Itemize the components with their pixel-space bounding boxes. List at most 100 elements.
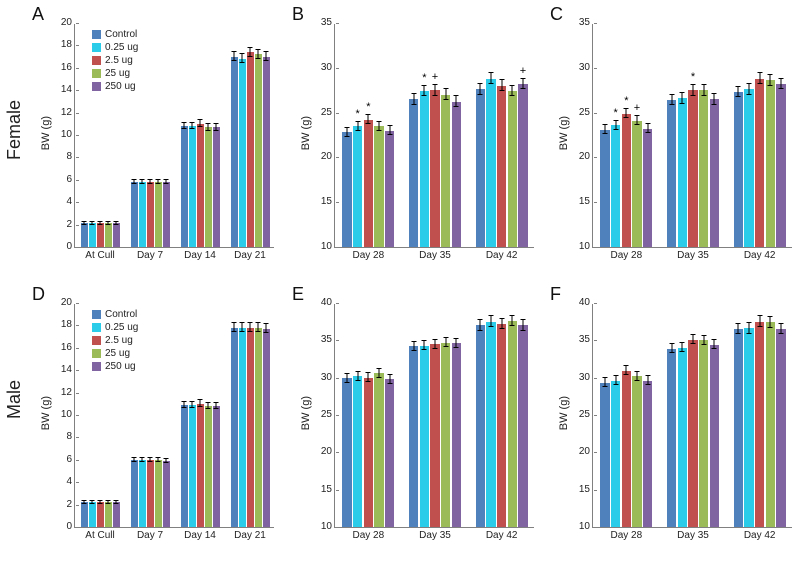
error-cap — [510, 315, 515, 316]
error-cap — [98, 503, 103, 504]
error-cap — [190, 128, 195, 129]
legend-label: 250 ug — [105, 81, 136, 92]
error-cap — [433, 95, 438, 96]
error-cap — [478, 319, 483, 320]
bar — [131, 182, 138, 247]
y-axis-label: BW (g) — [40, 116, 52, 150]
error-cap — [248, 331, 253, 332]
error-cap — [214, 123, 219, 124]
bar — [205, 406, 212, 527]
legend-label: Control — [105, 309, 137, 320]
bar — [744, 89, 753, 247]
error-cap — [701, 95, 706, 96]
error-cap — [148, 183, 153, 184]
error-cap — [635, 380, 640, 381]
error-cap — [156, 183, 161, 184]
x-tick: At Cull — [85, 527, 114, 541]
error-cap — [701, 335, 706, 336]
y-tick: 20 — [61, 18, 75, 28]
legend-item: 0.25 ug — [92, 41, 138, 54]
legend-label: 25 ug — [105, 68, 130, 79]
legend-item: 25 ug — [92, 67, 138, 80]
y-tick: 10 — [579, 522, 593, 532]
bar — [710, 345, 719, 527]
error-cap — [132, 461, 137, 462]
panel-b: B101520253035Day 28Day 35Day 42***++BW (… — [290, 6, 540, 276]
error-cap — [366, 114, 371, 115]
y-tick: 20 — [61, 298, 75, 308]
error-cap — [779, 333, 784, 334]
error-cap — [355, 380, 360, 381]
bar — [374, 373, 383, 527]
error-cap — [256, 49, 261, 50]
error-cap — [521, 88, 526, 89]
error-cap — [747, 322, 752, 323]
bar — [699, 90, 708, 247]
plot-area: 101520253035Day 28Day 35Day 42***++ — [334, 24, 534, 248]
y-tick: 20 — [579, 447, 593, 457]
bar — [678, 348, 687, 527]
y-tick: 18 — [61, 320, 75, 330]
x-tick: Day 42 — [744, 527, 776, 541]
plot-area: 10152025303540Day 28Day 35Day 42 — [592, 304, 792, 528]
bar — [113, 502, 120, 527]
legend-swatch — [92, 56, 101, 65]
error-cap — [411, 93, 416, 94]
significance-marker: * — [356, 109, 360, 120]
bar — [255, 328, 262, 527]
error-cap — [669, 94, 674, 95]
y-tick: 4 — [66, 197, 75, 207]
bar — [263, 57, 270, 247]
y-axis-label: BW (g) — [40, 396, 52, 430]
y-tick: 14 — [61, 365, 75, 375]
legend-label: 2.5 ug — [105, 55, 133, 66]
x-tick: Day 35 — [677, 527, 709, 541]
error-cap — [345, 127, 350, 128]
error-cap — [691, 95, 696, 96]
error-cap — [164, 183, 169, 184]
error-cap — [521, 78, 526, 79]
bar — [430, 344, 439, 527]
error-cap — [377, 377, 382, 378]
bar — [600, 383, 609, 527]
error-cap — [90, 221, 95, 222]
error-cap — [669, 343, 674, 344]
bar — [213, 406, 220, 527]
legend-label: 25 ug — [105, 348, 130, 359]
x-tick: Day 35 — [677, 247, 709, 261]
error-cap — [422, 95, 427, 96]
x-tick: Day 28 — [610, 527, 642, 541]
error-cap — [489, 83, 494, 84]
legend-item: 25 ug — [92, 347, 138, 360]
error-cap — [510, 325, 515, 326]
y-tick: 18 — [61, 40, 75, 50]
error-cap — [433, 339, 438, 340]
error-cap — [98, 221, 103, 222]
bar — [497, 86, 506, 247]
error-cap — [387, 125, 392, 126]
error-cap — [736, 96, 741, 97]
error-cap — [691, 343, 696, 344]
bar — [667, 100, 676, 247]
error-cap — [198, 406, 203, 407]
error-cap — [521, 330, 526, 331]
y-tick: 30 — [321, 373, 335, 383]
error-cap — [248, 47, 253, 48]
error-cap — [256, 322, 261, 323]
bar — [131, 460, 138, 527]
x-tick: Day 14 — [184, 247, 216, 261]
error-cap — [106, 224, 111, 225]
legend-item: 2.5 ug — [92, 54, 138, 67]
y-tick: 15 — [321, 485, 335, 495]
y-tick: 30 — [579, 63, 593, 73]
error-cap — [757, 83, 762, 84]
error-cap — [680, 351, 685, 352]
error-cap — [248, 56, 253, 57]
error-cap — [366, 372, 371, 373]
bar — [263, 329, 270, 527]
legend-label: Control — [105, 29, 137, 40]
legend-item: 2.5 ug — [92, 334, 138, 347]
error-cap — [411, 341, 416, 342]
error-cap — [156, 179, 161, 180]
error-cap — [214, 402, 219, 403]
